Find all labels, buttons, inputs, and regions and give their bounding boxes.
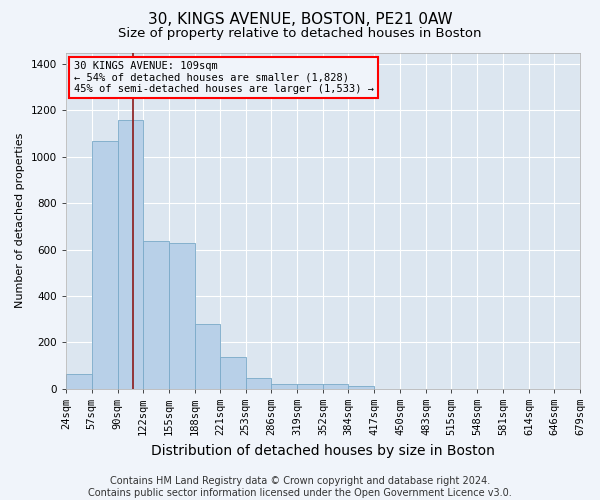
X-axis label: Distribution of detached houses by size in Boston: Distribution of detached houses by size … xyxy=(151,444,495,458)
Bar xyxy=(323,384,349,388)
Bar xyxy=(118,120,143,388)
Bar xyxy=(220,358,245,388)
Bar xyxy=(143,242,169,388)
Bar xyxy=(349,386,374,388)
Text: 30 KINGS AVENUE: 109sqm
← 54% of detached houses are smaller (1,828)
45% of semi: 30 KINGS AVENUE: 109sqm ← 54% of detache… xyxy=(74,61,374,94)
Bar xyxy=(92,140,118,388)
Bar xyxy=(298,384,323,388)
Bar xyxy=(271,384,298,388)
Bar xyxy=(66,374,92,388)
Bar xyxy=(194,324,220,388)
Y-axis label: Number of detached properties: Number of detached properties xyxy=(15,133,25,308)
Bar xyxy=(245,378,271,388)
Text: Contains HM Land Registry data © Crown copyright and database right 2024.
Contai: Contains HM Land Registry data © Crown c… xyxy=(88,476,512,498)
Text: Size of property relative to detached houses in Boston: Size of property relative to detached ho… xyxy=(118,28,482,40)
Bar xyxy=(169,242,194,388)
Text: 30, KINGS AVENUE, BOSTON, PE21 0AW: 30, KINGS AVENUE, BOSTON, PE21 0AW xyxy=(148,12,452,28)
